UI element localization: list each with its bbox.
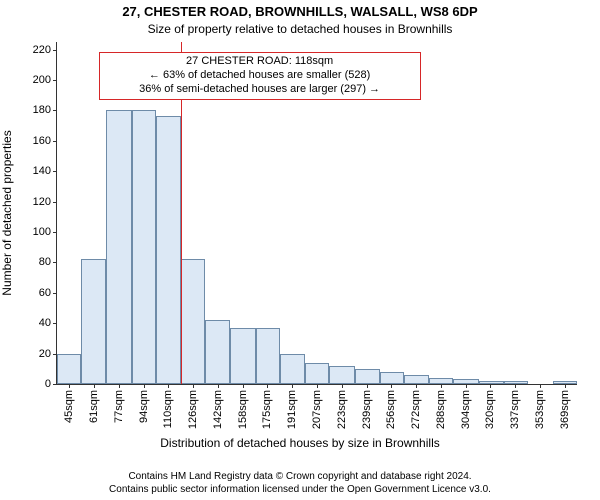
y-axis-label: Number of detached properties <box>0 130 14 295</box>
histogram-bar <box>329 366 355 384</box>
x-tick-mark <box>565 384 566 388</box>
chart-title-line2: Size of property relative to detached ho… <box>0 22 600 36</box>
footer-line2: Contains public sector information licen… <box>0 484 600 497</box>
x-tick-mark <box>292 384 293 388</box>
x-tick-label: 256sqm <box>385 390 397 429</box>
x-tick-label: 77sqm <box>113 390 125 423</box>
histogram-bar <box>256 328 280 384</box>
x-tick-label: 94sqm <box>138 390 150 423</box>
x-tick-label: 45sqm <box>63 390 75 423</box>
histogram-bar <box>355 369 379 384</box>
annotation-line3: 36% of semi-detached houses are larger (… <box>104 83 416 97</box>
x-tick-mark <box>193 384 194 388</box>
x-tick-label: 353sqm <box>534 390 546 429</box>
histogram-bar <box>156 116 180 384</box>
x-tick-mark <box>317 384 318 388</box>
x-tick-mark <box>168 384 169 388</box>
histogram-bar <box>57 354 81 384</box>
x-tick-mark <box>144 384 145 388</box>
histogram-bar <box>404 375 428 384</box>
x-tick-label: 126sqm <box>187 390 199 429</box>
x-tick-mark <box>515 384 516 388</box>
y-tick-mark <box>53 171 57 172</box>
x-tick-label: 239sqm <box>361 390 373 429</box>
y-tick-mark <box>53 80 57 81</box>
chart-title-line1: 27, CHESTER ROAD, BROWNHILLS, WALSALL, W… <box>0 4 600 19</box>
x-tick-mark <box>267 384 268 388</box>
x-axis-label: Distribution of detached houses by size … <box>0 436 600 450</box>
x-tick-mark <box>416 384 417 388</box>
histogram-bar <box>181 259 205 384</box>
x-tick-mark <box>367 384 368 388</box>
y-tick-mark <box>53 262 57 263</box>
x-tick-label: 191sqm <box>286 390 298 429</box>
annotation-line1: 27 CHESTER ROAD: 118sqm <box>104 55 416 69</box>
plot-area: 02040608010012014016018020022045sqm61sqm… <box>56 42 577 385</box>
y-tick-mark <box>53 202 57 203</box>
annotation-box: 27 CHESTER ROAD: 118sqm ← 63% of detache… <box>99 52 421 99</box>
y-tick-mark <box>53 232 57 233</box>
x-tick-mark <box>69 384 70 388</box>
x-tick-label: 337sqm <box>509 390 521 429</box>
histogram-bar <box>205 320 229 384</box>
x-tick-mark <box>540 384 541 388</box>
x-tick-label: 304sqm <box>460 390 472 429</box>
chart-container: 27, CHESTER ROAD, BROWNHILLS, WALSALL, W… <box>0 0 600 500</box>
y-tick-mark <box>53 141 57 142</box>
y-tick-mark <box>53 110 57 111</box>
annotation-line2: ← 63% of detached houses are smaller (52… <box>104 69 416 83</box>
histogram-bar <box>132 110 156 384</box>
histogram-bar <box>305 363 329 384</box>
x-tick-mark <box>441 384 442 388</box>
x-tick-label: 320sqm <box>484 390 496 429</box>
x-tick-label: 175sqm <box>261 390 273 429</box>
histogram-bar <box>380 372 404 384</box>
x-tick-mark <box>466 384 467 388</box>
histogram-bar <box>230 328 256 384</box>
x-tick-label: 288sqm <box>435 390 447 429</box>
y-tick-mark <box>53 384 57 385</box>
x-tick-mark <box>119 384 120 388</box>
x-tick-mark <box>490 384 491 388</box>
x-tick-label: 369sqm <box>559 390 571 429</box>
histogram-bar <box>106 110 132 384</box>
x-tick-mark <box>218 384 219 388</box>
x-tick-mark <box>94 384 95 388</box>
x-tick-label: 272sqm <box>410 390 422 429</box>
histogram-bar <box>280 354 304 384</box>
x-tick-mark <box>243 384 244 388</box>
x-tick-mark <box>342 384 343 388</box>
footer-line1: Contains HM Land Registry data © Crown c… <box>0 471 600 484</box>
footer-attribution: Contains HM Land Registry data © Crown c… <box>0 471 600 496</box>
x-tick-label: 110sqm <box>162 390 174 428</box>
histogram-bar <box>81 259 105 384</box>
y-tick-mark <box>53 293 57 294</box>
x-tick-label: 142sqm <box>212 390 224 429</box>
x-tick-mark <box>391 384 392 388</box>
x-tick-label: 207sqm <box>311 390 323 429</box>
y-tick-mark <box>53 50 57 51</box>
y-tick-mark <box>53 323 57 324</box>
x-tick-label: 223sqm <box>336 390 348 429</box>
x-tick-label: 158sqm <box>237 390 249 429</box>
x-tick-label: 61sqm <box>88 390 100 423</box>
